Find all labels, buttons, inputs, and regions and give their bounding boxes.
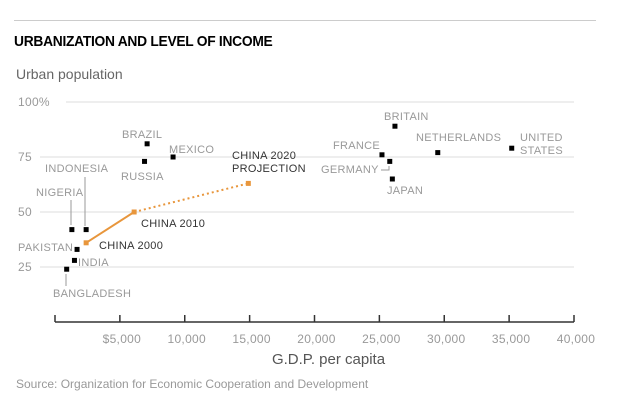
china-2000-label: CHINA 2000 xyxy=(99,240,163,252)
china-point-2 xyxy=(245,180,251,186)
point-label-indonesia: INDONESIA xyxy=(45,163,109,175)
point-label-pakistan: PAKISTAN xyxy=(18,242,73,254)
point-label-mexico: MEXICO xyxy=(169,144,214,156)
point-label-russia: RUSSIA xyxy=(121,171,164,183)
x-tick-label: 40,000 xyxy=(557,332,596,346)
data-point-japan xyxy=(389,176,395,182)
data-point-netherlands xyxy=(435,150,441,156)
x-tick-label: 10,000 xyxy=(167,332,206,346)
data-point-russia xyxy=(142,158,148,164)
y-tick-label: 25 xyxy=(18,260,32,274)
top-divider xyxy=(14,20,596,21)
point-label-nigeria: NIGERIA xyxy=(36,187,84,199)
y-tick-label: 75 xyxy=(18,150,32,164)
x-tick-label: 30,000 xyxy=(427,332,466,346)
x-tick-label: 20,000 xyxy=(297,332,336,346)
data-point-indonesia xyxy=(83,227,89,233)
point-label-japan: JAPAN xyxy=(387,185,423,197)
china-point-1 xyxy=(131,209,137,215)
data-point-united-states xyxy=(509,145,515,151)
data-point-mexico xyxy=(170,154,176,160)
point-label-bangladesh: BANGLADESH xyxy=(53,288,131,300)
x-axis-label: G.D.P. per capita xyxy=(271,351,386,368)
data-point-britain xyxy=(392,123,398,129)
y-tick-label: 100% xyxy=(18,95,50,109)
china-2010-label: CHINA 2010 xyxy=(141,218,205,230)
data-point-pakistan xyxy=(74,246,80,252)
point-label-germany: GERMANY xyxy=(321,164,379,176)
data-point-nigeria xyxy=(69,227,75,233)
x-tick-label: 15,000 xyxy=(232,332,271,346)
point-label-india: INDIA xyxy=(78,257,109,269)
china-2020-label: CHINA 2020 PROJECTION xyxy=(232,150,306,175)
y-tick-label: 50 xyxy=(18,205,32,219)
china-line-actual xyxy=(85,211,135,244)
point-label-britain: BRITAIN xyxy=(384,111,429,123)
data-point-bangladesh xyxy=(64,266,70,272)
china-line-projection xyxy=(133,182,249,213)
data-point-germany xyxy=(387,158,393,164)
y-axis-label: Urban population xyxy=(16,66,123,82)
point-label-brazil: BRAZIL xyxy=(122,129,162,141)
point-label-france: FRANCE xyxy=(333,140,380,152)
data-point-france xyxy=(379,152,385,158)
leader-line xyxy=(381,166,390,171)
source-note: Source: Organization for Economic Cooper… xyxy=(16,377,369,391)
data-point-brazil xyxy=(144,141,150,147)
x-tick-label: 35,000 xyxy=(492,332,531,346)
x-tick-label: 25,000 xyxy=(362,332,401,346)
data-point-india xyxy=(71,257,77,263)
chart-title: URBANIZATION AND LEVEL OF INCOME xyxy=(14,33,273,50)
x-tick-label: $5,000 xyxy=(103,332,142,346)
point-label-united-states: UNITED STATES xyxy=(520,132,563,157)
china-point-0 xyxy=(83,240,89,246)
point-label-netherlands: NETHERLANDS xyxy=(416,132,501,144)
